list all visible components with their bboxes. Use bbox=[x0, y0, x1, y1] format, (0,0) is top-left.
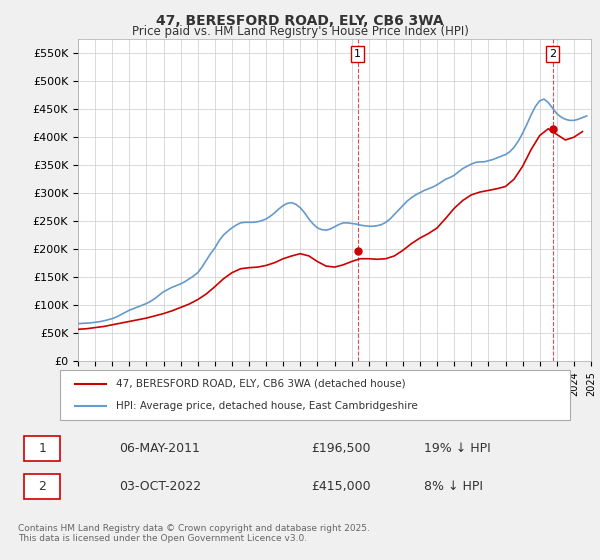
Text: Contains HM Land Registry data © Crown copyright and database right 2025.
This d: Contains HM Land Registry data © Crown c… bbox=[18, 524, 370, 543]
Text: 47, BERESFORD ROAD, ELY, CB6 3WA: 47, BERESFORD ROAD, ELY, CB6 3WA bbox=[156, 14, 444, 28]
FancyBboxPatch shape bbox=[23, 436, 60, 460]
Text: 2: 2 bbox=[38, 480, 46, 493]
Text: 03-OCT-2022: 03-OCT-2022 bbox=[119, 480, 202, 493]
Text: 1: 1 bbox=[354, 49, 361, 59]
Text: 2: 2 bbox=[549, 49, 556, 59]
Text: £196,500: £196,500 bbox=[311, 442, 371, 455]
Text: HPI: Average price, detached house, East Cambridgeshire: HPI: Average price, detached house, East… bbox=[116, 401, 418, 411]
Text: £415,000: £415,000 bbox=[311, 480, 371, 493]
Text: 1: 1 bbox=[38, 442, 46, 455]
Text: 19% ↓ HPI: 19% ↓ HPI bbox=[424, 442, 491, 455]
Text: Price paid vs. HM Land Registry's House Price Index (HPI): Price paid vs. HM Land Registry's House … bbox=[131, 25, 469, 38]
FancyBboxPatch shape bbox=[23, 474, 60, 498]
Text: 06-MAY-2011: 06-MAY-2011 bbox=[119, 442, 200, 455]
Text: 47, BERESFORD ROAD, ELY, CB6 3WA (detached house): 47, BERESFORD ROAD, ELY, CB6 3WA (detach… bbox=[116, 379, 406, 389]
Text: 8% ↓ HPI: 8% ↓ HPI bbox=[424, 480, 483, 493]
FancyBboxPatch shape bbox=[60, 370, 570, 420]
